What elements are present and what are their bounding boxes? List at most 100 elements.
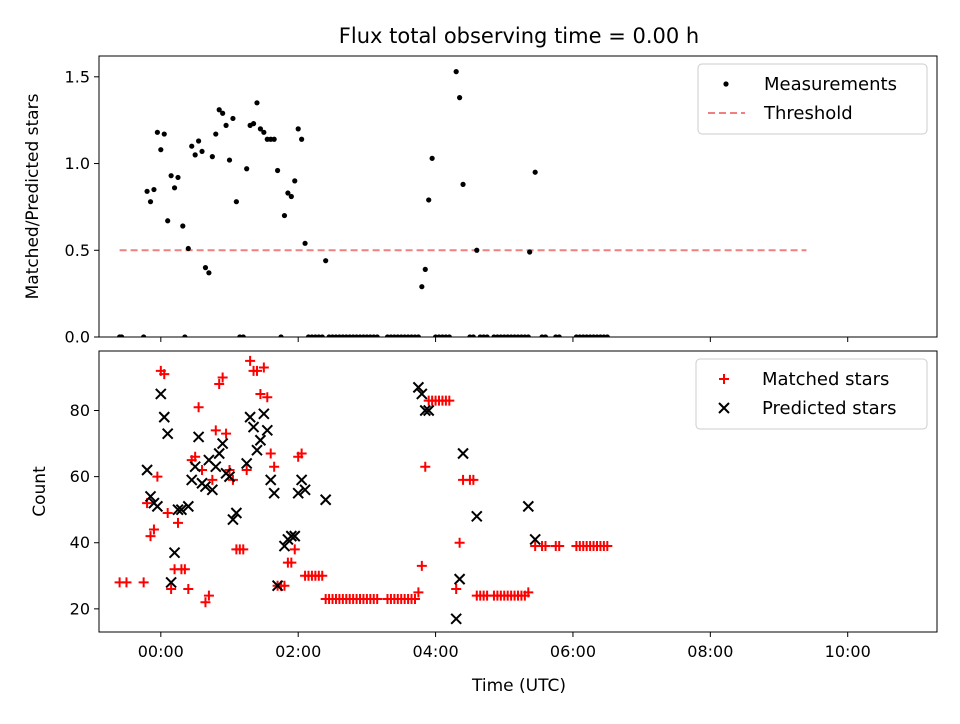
- predicted-star-point: [182, 500, 195, 513]
- predicted-star-point: [223, 470, 236, 483]
- matched-star-point: [183, 584, 194, 595]
- predicted-star-point: [268, 487, 280, 499]
- matched-star-point: [255, 388, 266, 399]
- predicted-star-point: [155, 388, 167, 400]
- matched-star-point: [214, 379, 225, 390]
- x-tick-label: 02:00: [275, 642, 321, 661]
- matched-star-point: [468, 474, 479, 485]
- measurement-point: [199, 148, 205, 155]
- measurement-point: [240, 334, 246, 337]
- matched-star-point: [317, 570, 328, 581]
- predicted-star-point: [186, 474, 198, 486]
- predicted-star-point: [295, 474, 308, 486]
- bottom-y-tick-label: 60: [70, 467, 90, 486]
- x-axis-label: Time (UTC): [471, 676, 566, 696]
- matched-star-point: [162, 507, 173, 518]
- bottom-axes-frame: [98, 350, 938, 633]
- measurement-point: [274, 167, 281, 174]
- predicted-star-point: [529, 533, 541, 546]
- measurement-point: [119, 334, 125, 337]
- matched-star-point: [554, 541, 565, 552]
- matched-star-point: [241, 465, 252, 476]
- measurement-point: [185, 245, 191, 252]
- top-y-tick-label: 0.5: [65, 241, 90, 260]
- matched-star-point: [296, 448, 307, 459]
- measurement-point: [292, 178, 298, 184]
- bottom-y-axis-label: Count: [30, 466, 50, 517]
- matched-star-point: [217, 372, 228, 383]
- predicted-star-point: [168, 546, 181, 559]
- measurement-point: [171, 185, 178, 191]
- measurement-point: [147, 199, 154, 205]
- measurement-point: [422, 266, 428, 272]
- x-tick-label: 06:00: [550, 642, 596, 661]
- matched-star-point: [145, 531, 156, 542]
- measurement-point: [457, 95, 463, 101]
- predicted-star-point: [151, 500, 164, 513]
- x-tick-label: 00:00: [138, 642, 184, 661]
- predicted-star-point: [141, 464, 153, 476]
- bottom-y-tick-label: 40: [70, 533, 90, 552]
- measurement-point: [195, 138, 202, 144]
- predicted-star-point: [278, 540, 291, 552]
- predicted-star-point: [289, 530, 301, 542]
- measurement-point: [484, 334, 490, 337]
- matched-star-point: [245, 355, 256, 366]
- measurement-point: [154, 129, 160, 135]
- matched-star-point: [210, 425, 221, 436]
- predicted-star-point: [244, 411, 256, 423]
- predicted-star-point: [299, 484, 311, 496]
- predicted-star-point: [216, 437, 229, 450]
- predicted-star-point: [522, 500, 535, 513]
- matched-star-point: [540, 541, 551, 552]
- predicted-star-point: [213, 447, 225, 460]
- measurement-point: [532, 169, 538, 175]
- bottom-plot-area: [114, 355, 613, 625]
- matched-star-point: [193, 402, 204, 413]
- measurement-point: [288, 193, 294, 200]
- matched-star-point: [152, 471, 163, 482]
- top-y-tick-label: 0.0: [65, 328, 90, 347]
- predicted-star-point: [292, 487, 304, 499]
- predicted-star-point: [471, 510, 483, 523]
- measurement-point: [202, 265, 209, 271]
- predicted-star-point: [258, 408, 270, 420]
- predicted-star-point: [230, 507, 243, 519]
- matched-star-point: [409, 593, 420, 604]
- measurement-point: [223, 122, 229, 128]
- chart-title: Flux total observing time = 0.00 h: [339, 24, 699, 48]
- predicted-star-point: [416, 388, 428, 400]
- predicted-star-point: [319, 494, 332, 506]
- measurement-point: [257, 126, 264, 132]
- measurement-point: [144, 188, 150, 194]
- matched-star-point: [203, 590, 214, 601]
- measurement-point: [556, 334, 562, 337]
- measurement-point: [206, 270, 212, 276]
- matched-star-point: [269, 461, 280, 472]
- matched-star-point: [121, 577, 132, 588]
- top-legend-label: Threshold: [763, 103, 853, 124]
- predicted-star-point: [247, 421, 260, 433]
- predicted-star-point: [227, 513, 239, 526]
- top-y-tick-label: 1.5: [65, 67, 90, 86]
- measurement-point: [374, 334, 380, 337]
- bottom-legend-label: Matched stars: [762, 369, 889, 390]
- matched-star-point: [265, 448, 276, 459]
- matched-star-point: [200, 597, 211, 608]
- measurement-point: [281, 212, 288, 219]
- matched-star-point: [286, 557, 297, 568]
- measurement-point: [299, 136, 305, 142]
- predicted-star-point: [189, 460, 201, 473]
- bottom-y-tick-label: 80: [70, 401, 90, 420]
- predicted-star-point: [285, 530, 298, 542]
- matched-star-point: [413, 587, 424, 598]
- predicted-star-point: [419, 404, 431, 417]
- bottom-legend-box: [695, 358, 928, 430]
- matched-star-point: [372, 593, 383, 604]
- predicted-star-point: [265, 474, 277, 486]
- measurement-point: [244, 166, 250, 172]
- measurement-point: [453, 69, 459, 75]
- matched-star-point: [251, 365, 262, 376]
- top-legend: Measurements Threshold: [697, 63, 928, 135]
